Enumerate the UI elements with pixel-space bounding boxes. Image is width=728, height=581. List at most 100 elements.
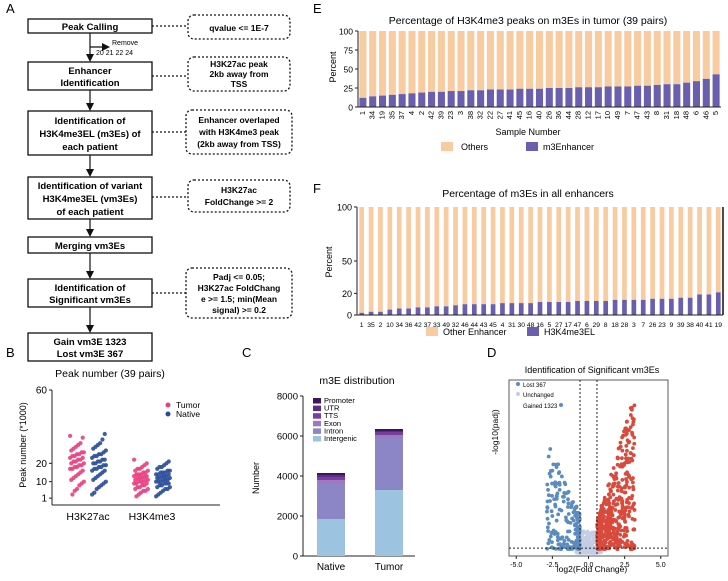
bar-m3enhancer (526, 88, 534, 107)
bar-others (369, 31, 377, 97)
legend-label: UTR (324, 404, 340, 413)
bar-m3enhancer (418, 92, 426, 107)
y-tick-label: 50 (342, 257, 352, 267)
point-gained (625, 419, 629, 424)
legend-swatch (313, 413, 321, 419)
point-gained (599, 515, 604, 520)
bar-m3enhancer (477, 90, 485, 107)
point-tumor (80, 435, 85, 440)
point-gained (621, 534, 626, 539)
flow-step-label: Peak Calling (62, 22, 119, 33)
point-gained (622, 490, 627, 495)
bar-m3enhancer (653, 84, 661, 107)
point-gained (611, 543, 616, 547)
point-lost (564, 535, 569, 540)
point-tumor (133, 486, 138, 492)
point-native (100, 437, 105, 442)
point-lost (546, 454, 551, 459)
bar-h3k4me3el (622, 299, 627, 315)
x-tick-label: 7 (641, 322, 645, 329)
x-tick-label: 30 (517, 322, 525, 329)
bar-m3enhancer (378, 95, 387, 107)
bar-h3k4me3el (518, 303, 524, 315)
point-tumor (70, 492, 75, 497)
point-gained (615, 488, 620, 493)
bar-other-enhancer (631, 207, 637, 300)
point-lost (557, 487, 562, 492)
point-lost (547, 521, 551, 526)
x-tick-label: 41 (705, 322, 713, 329)
bar-others (467, 31, 475, 91)
point-gained (600, 543, 605, 548)
y-tick-label: 75 (344, 46, 354, 56)
point-tumor (133, 477, 138, 482)
point-gained (608, 518, 612, 523)
flow-step-label: Significant vm3Es (49, 295, 131, 306)
x-tick-label: 6 (585, 322, 589, 329)
bar-h3k4me3el (415, 307, 421, 315)
bar-other-enhancer (612, 207, 618, 300)
bar-other-enhancer (509, 207, 515, 304)
legend-label: Exon (324, 419, 341, 428)
x-tick-label: 37 (424, 322, 432, 329)
x-tick-label: 1 (360, 322, 364, 329)
flow-step-label: Enhancer (68, 66, 112, 77)
x-tick-label: 42 (427, 111, 436, 119)
point-lost (547, 538, 552, 542)
point-lost (548, 474, 553, 479)
y-tick-label: 1 (41, 494, 47, 505)
bar-other-enhancer (622, 207, 627, 300)
point-gained (630, 446, 635, 450)
bar-utr (375, 431, 403, 433)
bar-others (634, 31, 642, 86)
bar-others (565, 31, 573, 88)
x-tick-label: 40 (535, 111, 544, 119)
point-lost (553, 504, 558, 509)
point-gained (625, 448, 629, 453)
bar-m3enhancer (369, 96, 377, 107)
y-tick-label: 20 (36, 459, 48, 470)
bar-m3enhancer (555, 88, 563, 107)
bar-m3enhancer (585, 87, 593, 107)
bar-other-enhancer (528, 207, 533, 304)
point-gained (599, 508, 603, 513)
point-gained (628, 413, 633, 417)
flow-note-text: 2kb away from (209, 69, 268, 79)
bar-h3k4me3el (378, 311, 383, 315)
flow-remove-label: Remove (112, 40, 138, 47)
point-lost (546, 529, 550, 533)
bar-others (457, 31, 465, 92)
point-gained (623, 432, 628, 437)
x-tick-label: 41 (505, 111, 514, 119)
legend-swatch (313, 398, 321, 404)
point-lost (557, 470, 562, 475)
flow-step-result: Gain vm3E 1323 Lost vm3E 367 (27, 332, 153, 362)
x-tick-label: 36 (405, 322, 413, 329)
bar-others (359, 31, 367, 98)
bar-others (526, 31, 534, 89)
point-gained (620, 505, 625, 510)
point-gained (598, 534, 603, 539)
point-lost (546, 541, 551, 546)
point-lost (561, 499, 566, 504)
x-tick-label: 12 (584, 111, 593, 119)
bar-h3k4me3el (706, 294, 712, 315)
point-unchanged (574, 550, 579, 554)
point-lost (553, 546, 558, 551)
point-gained (623, 471, 628, 476)
point-lost (577, 546, 582, 551)
x-tick-label: 39 (436, 111, 445, 119)
x-tick-label: 19 (715, 322, 723, 329)
point-gained (632, 417, 636, 422)
point-gained (616, 515, 621, 520)
bar-other-enhancer (415, 207, 421, 308)
point-lost (554, 494, 559, 498)
point-native (91, 446, 96, 451)
x-tick-label: 49 (613, 111, 622, 119)
point-gained (624, 456, 628, 461)
legend-label: Intron (324, 426, 343, 435)
point-gained (612, 534, 616, 539)
x-tick-label: 47 (574, 322, 582, 329)
point-unchanged (590, 530, 594, 534)
point-lost (577, 517, 582, 522)
